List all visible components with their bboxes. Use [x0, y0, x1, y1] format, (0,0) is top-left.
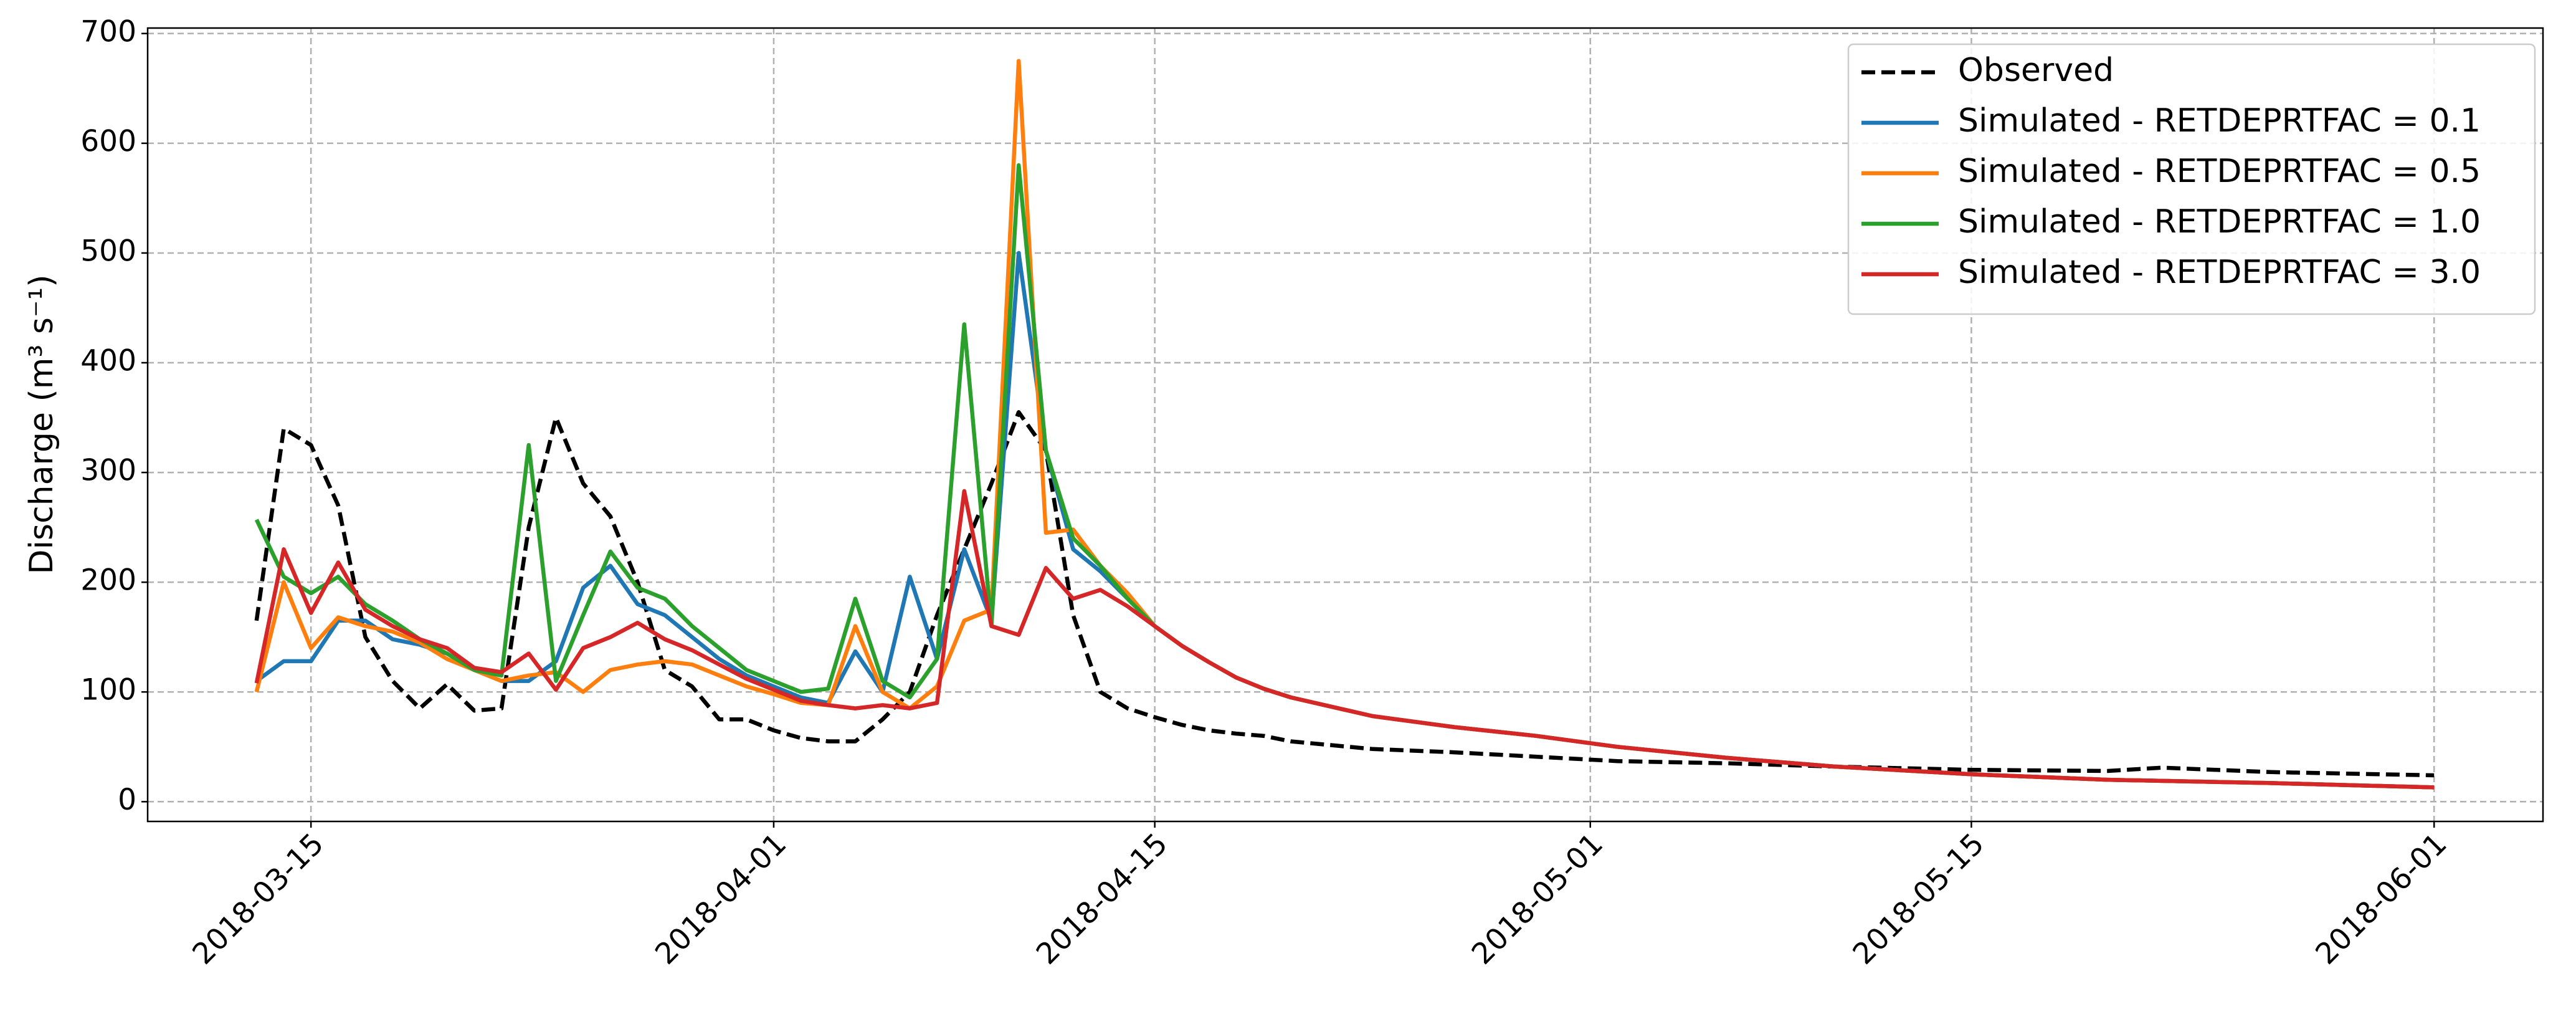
legend-label: Simulated - RETDEPRTFAC = 0.5: [1958, 153, 2481, 190]
y-tick-label: 500: [80, 234, 136, 268]
y-tick-label: 200: [80, 563, 136, 598]
x-tick-label: 2018-04-01: [649, 826, 793, 971]
x-tick-label: 2018-06-01: [2309, 826, 2454, 971]
x-tick-label: 2018-04-15: [1030, 826, 1174, 971]
legend-label: Observed: [1958, 52, 2114, 89]
y-tick-label: 600: [80, 124, 136, 158]
legend-box: [1847, 43, 2536, 315]
legend-label: Simulated - RETDEPRTFAC = 3.0: [1958, 254, 2481, 291]
series-line: [254, 489, 2435, 790]
legend-label: Simulated - RETDEPRTFAC = 0.1: [1958, 102, 2481, 140]
x-tick-label: 2018-03-15: [186, 826, 330, 971]
legend-label: Simulated - RETDEPRTFAC = 1.0: [1958, 203, 2481, 241]
series-line: [255, 251, 2435, 790]
y-tick-label: 300: [80, 454, 136, 488]
y-tick-label: 400: [80, 344, 136, 378]
x-tick-label: 2018-05-15: [1846, 826, 1991, 971]
y-tick-label: 700: [80, 14, 136, 49]
x-tick-label: 2018-05-01: [1465, 826, 1610, 971]
legend: Observed Simulated - RETDEPRTFAC = 0.1 Sim…: [1847, 43, 2536, 315]
series-line: [254, 410, 2435, 778]
y-tick-label: 0: [118, 783, 136, 817]
y-axis-label: Discharge (m³ s⁻¹): [23, 275, 60, 575]
plot-frame: [146, 27, 2544, 823]
y-tick-label: 100: [80, 673, 136, 707]
